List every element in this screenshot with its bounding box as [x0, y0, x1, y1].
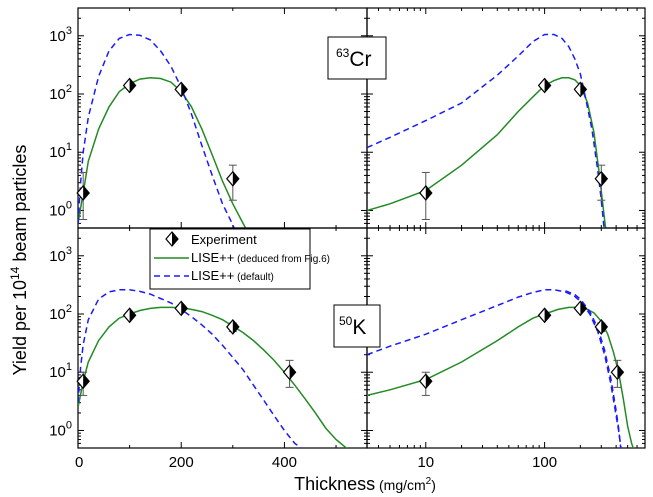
legend: Experiment LISE++ (deduced from Fig.6) L…: [149, 228, 330, 290]
diamond-fill: [83, 374, 90, 389]
diamond-fill: [232, 171, 239, 186]
experiment-point: [573, 300, 588, 317]
experiment-point: [76, 171, 90, 220]
series-line-default: [367, 33, 605, 228]
isotope-label-k50: 50K: [333, 304, 381, 348]
diamond-fill: [544, 78, 551, 93]
y-tick-label: 100: [49, 199, 72, 219]
diamond-fill: [601, 319, 608, 334]
diamond-fill: [617, 365, 624, 380]
experiment-point: [76, 371, 90, 396]
diamond-fill: [181, 301, 188, 316]
legend-marker-experiment: [165, 231, 179, 247]
x-tick-label: 10: [417, 454, 434, 471]
series-line-default: [367, 289, 622, 448]
diamond-fill: [580, 301, 587, 316]
series-line-deduced: [367, 77, 607, 228]
series-line-deduced: [78, 77, 247, 228]
experiment-point: [226, 164, 240, 201]
isotope-label-cr63: 63Cr: [327, 36, 387, 80]
diamond-fill: [181, 82, 188, 97]
diamond-fill: [289, 365, 296, 380]
y-tick-label: 103: [49, 25, 72, 45]
y-tick-label: 103: [49, 245, 72, 265]
experiment-point: [122, 77, 137, 94]
experiment-point: [537, 307, 552, 324]
diamond-fill: [580, 82, 587, 97]
y-tick-label: 101: [49, 361, 72, 381]
experiment-point: [537, 77, 552, 94]
legend-label-experiment: Experiment: [191, 232, 257, 247]
diamond-fill: [544, 308, 551, 323]
svg-text:63Cr: 63Cr: [336, 46, 372, 71]
y-tick-label: 102: [49, 83, 72, 103]
experiment-point: [573, 81, 588, 98]
panel-top-right: [366, 7, 646, 229]
experiment-point: [122, 307, 137, 324]
diamond-fill: [601, 171, 608, 186]
y-tick-label: 101: [49, 141, 72, 161]
svg-text:50K: 50K: [339, 314, 366, 339]
panel-bottom-left: 100 101 102 103 0 200 400: [49, 227, 368, 471]
x-tick-label: 0: [75, 454, 83, 471]
diamond-fill: [425, 374, 432, 389]
experiment-point: [419, 371, 433, 396]
x-tick-label: 100: [532, 454, 557, 471]
experiment-point: [594, 164, 609, 201]
series-line-default: [78, 33, 235, 228]
x-axis-title: Thickness (mg/cm2): [294, 474, 436, 494]
experiment-point: [594, 319, 609, 335]
diamond-fill: [232, 319, 239, 334]
experiment-point: [419, 171, 433, 220]
x-tick-label: 200: [169, 454, 194, 471]
x-tick-label: 400: [272, 454, 297, 471]
series-line-default: [78, 289, 303, 448]
diamond-fill: [83, 185, 90, 200]
experiment-point: [610, 359, 625, 388]
experiment-point: [226, 319, 240, 335]
diamond-fill: [425, 185, 432, 200]
y-tick-label: 100: [49, 419, 72, 439]
legend-label-deduced: LISE++ (deduced from Fig.6): [191, 250, 330, 265]
experiment-point: [174, 300, 189, 317]
diamond-fill: [129, 78, 136, 93]
series-line-default: [565, 290, 622, 448]
y-tick-label: 102: [49, 303, 72, 323]
y-axis-title: Yield per 1014 beam particles: [8, 145, 30, 376]
experiment-point: [174, 81, 189, 98]
diamond-fill: [129, 308, 136, 323]
experiment-point: [282, 359, 297, 388]
legend-label-default: LISE++ (default): [191, 268, 274, 283]
series-line-deduced: [78, 306, 348, 448]
